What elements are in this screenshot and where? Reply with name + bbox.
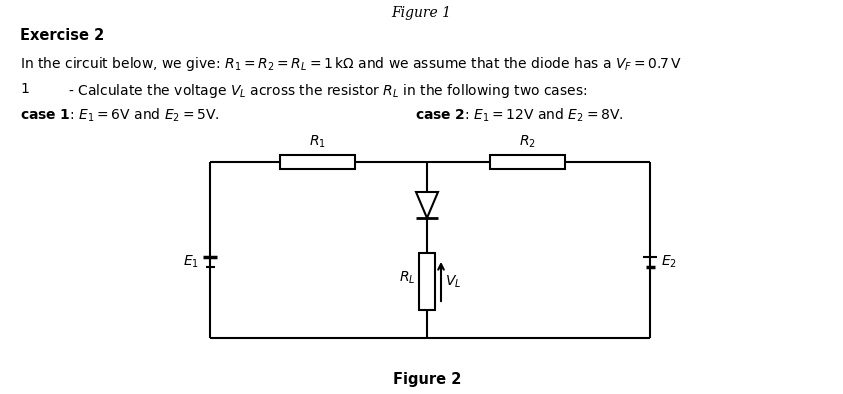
Text: $E_1$: $E_1$	[183, 254, 199, 270]
Text: $V_L$: $V_L$	[445, 273, 461, 290]
Bar	[280, 155, 355, 169]
Text: $\mathbf{case\ 2}$: $E_1 = 12\mathrm{V}$ and $E_2 = 8\mathrm{V}.$: $\mathbf{case\ 2}$: $E_1 = 12\mathrm{V}$…	[415, 107, 624, 125]
Text: $R_1$: $R_1$	[309, 134, 326, 150]
Text: $E_2$: $E_2$	[661, 254, 677, 270]
Bar	[490, 155, 565, 169]
Polygon shape	[416, 192, 438, 218]
Text: 1: 1	[20, 82, 29, 96]
Text: In the circuit below, we give: $R_1 = R_2 = R_L = 1\,\mathrm{k}\Omega$ and we as: In the circuit below, we give: $R_1 = R_…	[20, 55, 682, 73]
Text: Figure 2: Figure 2	[393, 372, 461, 387]
Text: $\mathbf{case\ 1}$: $E_1 = 6\mathrm{V}$ and $E_2 = 5\mathrm{V}.$: $\mathbf{case\ 1}$: $E_1 = 6\mathrm{V}$ …	[20, 107, 220, 125]
Bar	[419, 253, 435, 310]
Text: Figure 1: Figure 1	[391, 6, 452, 20]
Text: Exercise 2: Exercise 2	[20, 28, 105, 43]
Text: - Calculate the voltage $V_L$ across the resistor $R_L$ in the following two cas: - Calculate the voltage $V_L$ across the…	[68, 82, 588, 100]
Text: $R_L$: $R_L$	[399, 269, 415, 286]
Text: $R_2$: $R_2$	[519, 134, 536, 150]
